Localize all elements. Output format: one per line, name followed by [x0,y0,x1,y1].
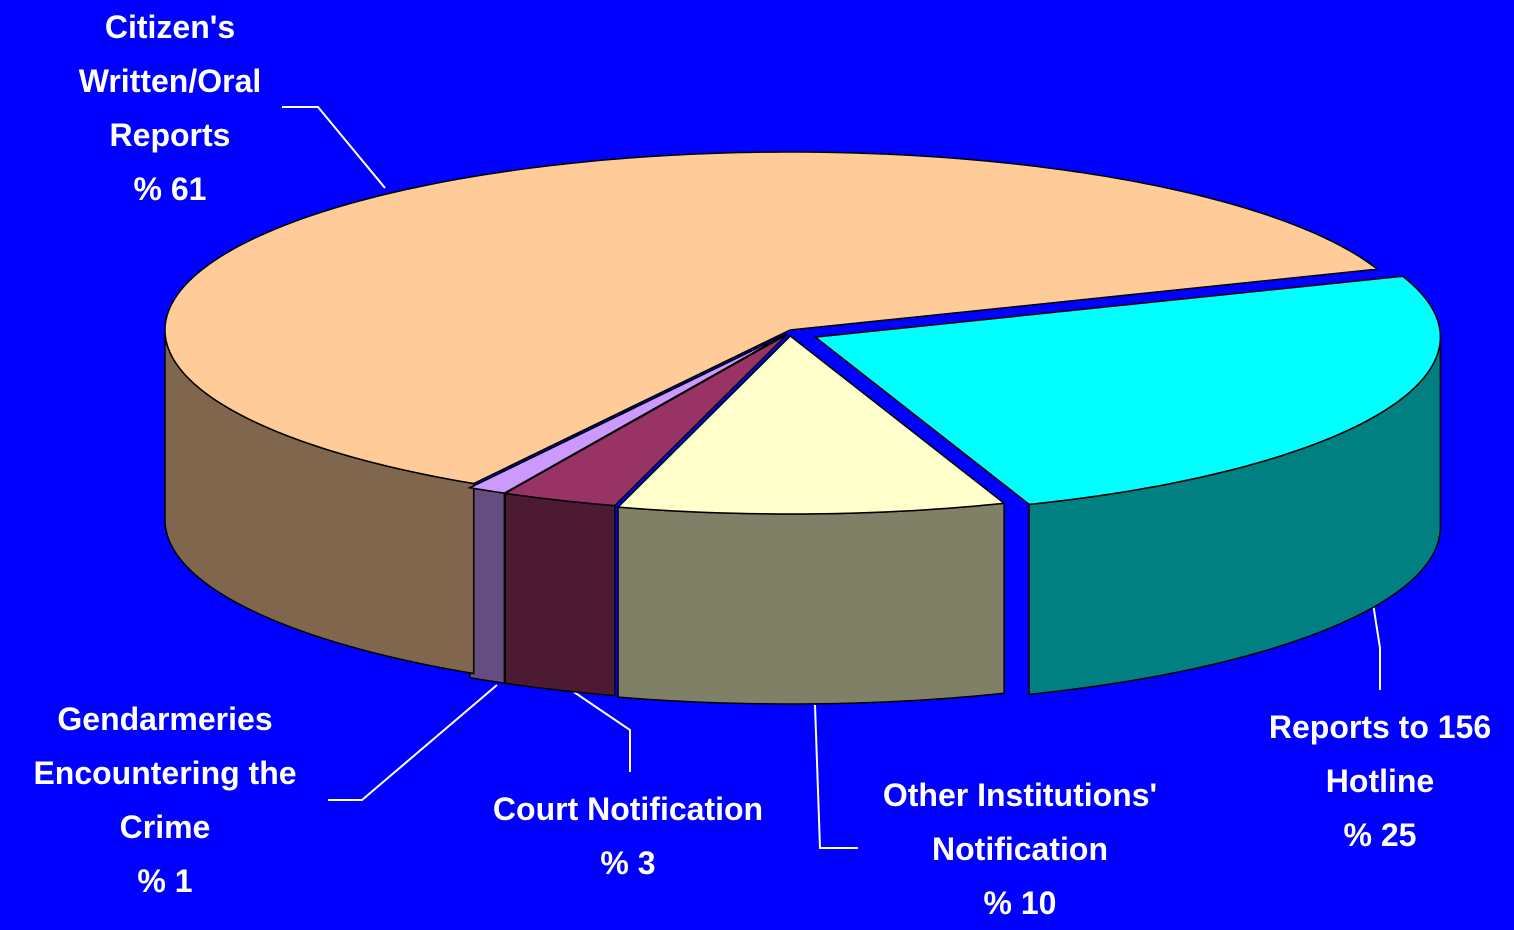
category-label: Other Institutions' Notification [882,777,1158,867]
leader-lines [282,106,1381,849]
category-label: Gendarmeries Encountering the Crime [33,701,297,845]
pie-slice [502,333,788,507]
pie-slice [616,334,1007,515]
slice-label: Gendarmeries Encountering the Crime % 1 [0,692,330,908]
tops [164,151,1442,515]
leader-line [282,106,386,189]
pie-slice [164,151,1380,485]
value-label: % 61 [133,171,207,207]
pie-slice [467,333,787,494]
leader-line [567,687,631,772]
slice-label: Reports to 156 Hotline % 25 [1245,700,1514,862]
pie-wall [504,492,616,697]
pie-wall [617,502,1005,705]
category-label: Citizen's Written/Oral Reports [78,9,262,153]
value-label: % 1 [137,863,193,899]
pie-wall [469,486,506,684]
leader-line [814,704,858,849]
leader-line [328,684,498,801]
category-label: Reports to 156 Hotline [1268,709,1492,799]
slice-label: Other Institutions' Notification % 10 [850,768,1190,930]
value-label: % 25 [1343,817,1417,853]
leader-line [1371,596,1381,690]
pie-slice [813,275,1442,506]
walls [164,329,1442,705]
slice-label: Court Notification % 3 [458,782,798,890]
value-label: % 10 [983,885,1057,921]
slice-label: Citizen's Written/Oral Reports % 61 [40,0,300,216]
category-label: Court Notification [492,791,764,827]
value-label: % 3 [600,845,656,881]
